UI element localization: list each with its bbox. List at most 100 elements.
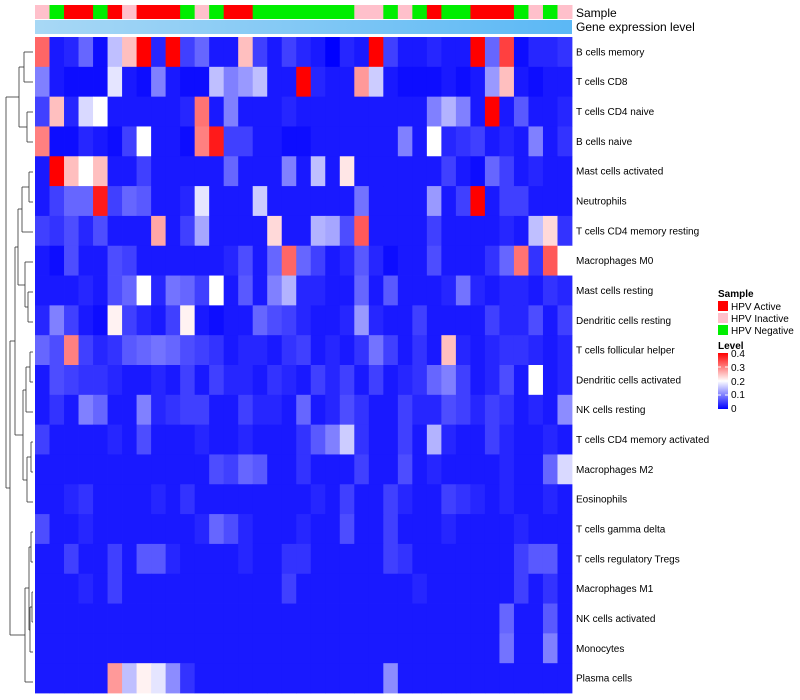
annotation-label-gene-expression: Gene expression level [576,20,695,34]
heatmap-cell [165,126,181,157]
heatmap-cell [180,275,196,306]
sample-annotation-cell [281,5,297,19]
heatmap-cell [165,305,181,336]
heatmap-cell [209,394,225,426]
heatmap-cell [426,573,442,604]
row-dendrogram [5,51,33,683]
heatmap-cell [325,275,341,306]
heatmap-cell [325,156,341,187]
heatmap-cell [209,305,225,336]
heatmap-cell [78,305,94,336]
heatmap-cell [557,514,573,545]
heatmap-cell [499,454,515,485]
heatmap-cell [513,454,529,485]
heatmap-cell [267,484,283,515]
heatmap-cell [513,633,529,664]
heatmap-cell [281,365,297,396]
heatmap-cell [412,335,428,366]
heatmap-cell [426,245,442,276]
heatmap-cell [238,156,254,187]
heatmap-cell [49,126,65,157]
heatmap-cell [412,514,428,545]
sample-annotation-cell [64,5,80,19]
heatmap-cell [296,424,312,455]
heatmap-cell [455,543,471,575]
heatmap-cell [223,245,239,276]
heatmap-cell [499,245,515,276]
heatmap-cell [412,186,428,217]
heatmap-cell [281,484,297,515]
legend-level-colorbar [718,353,728,409]
row-label: NK cells activated [576,614,655,625]
heatmap-cell [165,603,181,634]
heatmap-cell [252,454,268,485]
heatmap-cell [484,454,500,485]
heatmap-cell [368,394,384,426]
heatmap-cell [542,156,558,187]
heatmap-cell [310,424,326,455]
heatmap-cell [107,37,123,68]
heatmap-cell [238,186,254,217]
heatmap-cell [557,663,573,694]
heatmap-cell [499,275,515,306]
heatmap-cell [281,215,297,247]
heatmap-cell [426,156,442,187]
heatmap-cell [528,424,544,455]
heatmap-cell [49,186,65,217]
row-label: Eosinophils [576,495,627,506]
heatmap-cell [470,365,486,396]
heatmap-cell [223,186,239,217]
heatmap-cell [368,335,384,366]
heatmap-cell [267,663,283,694]
heatmap-cell [64,543,79,575]
heatmap-cell [412,305,428,336]
heatmap-cell [165,335,181,366]
heatmap-cell [354,215,370,247]
heatmap-cell [49,37,65,68]
heatmap-cell [412,66,428,98]
heatmap-cell [339,484,355,515]
heatmap-cell [412,126,428,157]
heatmap-cell [165,394,181,426]
heatmap-cell [484,245,500,276]
heatmap-cell [296,37,312,68]
heatmap-cell [194,335,210,366]
heatmap-cell [194,633,210,664]
heatmap-cell [49,66,65,98]
heatmap-cell [180,514,196,545]
heatmap-cell [426,126,442,157]
heatmap-cell [325,484,341,515]
heatmap-cell [513,275,529,306]
heatmap-cell [455,484,471,515]
heatmap-cell [281,633,297,664]
heatmap-cell [513,365,529,396]
heatmap-cell [310,394,326,426]
heatmap-cell [484,573,500,604]
heatmap-cell [542,365,558,396]
heatmap-cell [180,215,196,247]
heatmap-cell [383,543,399,575]
heatmap-cell [209,275,225,306]
heatmap-cell [296,215,312,247]
gene-expression-annotation-bar [35,20,572,34]
heatmap-cell [180,37,196,68]
heatmap-cell [281,156,297,187]
heatmap-cell [252,275,268,306]
heatmap-cell [455,305,471,336]
heatmap-cell [238,96,254,127]
heatmap-cell [310,484,326,515]
heatmap-cell [397,66,413,98]
heatmap-cell [339,633,355,664]
heatmap-cell [180,573,196,604]
heatmap-cell [209,335,225,366]
heatmap-cell [64,305,79,336]
heatmap-cell [238,633,254,664]
heatmap-cell [470,305,486,336]
heatmap-cell [78,394,94,426]
heatmap-cell [122,126,137,157]
heatmap-cell [383,514,399,545]
heatmap-cell [310,37,326,68]
heatmap-cell [296,394,312,426]
heatmap-cell [35,275,50,306]
